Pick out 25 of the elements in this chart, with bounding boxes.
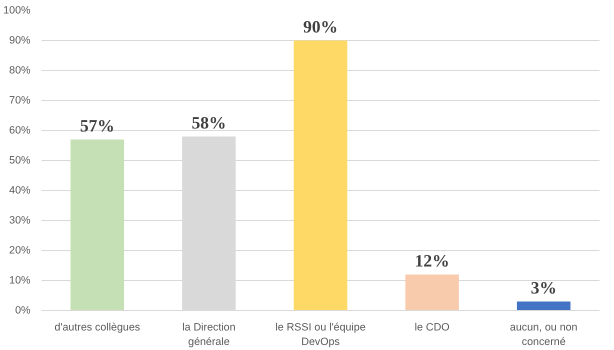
- y-tick-label: 40%: [9, 184, 32, 196]
- bar: [294, 40, 348, 310]
- y-tick-label: 20%: [9, 244, 32, 256]
- y-tick-label: 10%: [9, 274, 32, 286]
- y-tick-label: 90%: [9, 34, 32, 46]
- x-tick-label: la Direction générale: [182, 322, 236, 348]
- y-tick-label: 30%: [9, 214, 32, 226]
- bar: [516, 302, 570, 310]
- x-tick-label: d'autres collègues: [54, 322, 140, 334]
- y-tick-label: 80%: [9, 64, 32, 76]
- data-label: 12%: [414, 252, 450, 270]
- y-tick-label: 50%: [9, 154, 32, 166]
- data-label: 58%: [192, 114, 226, 132]
- x-tick-label: aucun, ou non concerné: [510, 322, 578, 348]
- x-tick-label: le RSSI ou l'équipe DevOps: [275, 322, 366, 348]
- x-tick-label: le CDO: [414, 322, 450, 334]
- y-tick-label: 100%: [3, 4, 32, 16]
- data-label: 57%: [80, 116, 115, 136]
- data-label: 90%: [303, 18, 338, 36]
- y-tick-label: 70%: [9, 94, 32, 106]
- bar: [405, 274, 459, 310]
- data-label: 3%: [530, 278, 557, 298]
- y-tick-label: 0%: [15, 304, 32, 316]
- bar: [70, 140, 124, 310]
- y-tick-label: 60%: [9, 124, 32, 136]
